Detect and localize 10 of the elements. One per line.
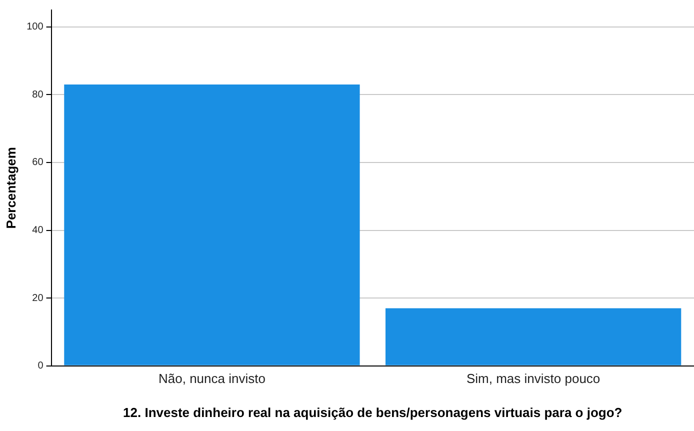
y-axis-title: Percentagem: [3, 147, 18, 229]
y-tick-label: 40: [32, 225, 44, 236]
x-axis-title: 12. Investe dinheiro real na aquisição de bens/personagens virtuais para o jogo?: [123, 404, 622, 420]
y-tick-label: 20: [32, 292, 44, 304]
y-tick-label: 0: [38, 360, 44, 372]
y-tick-label: 100: [26, 22, 44, 33]
y-tick-label: 60: [32, 157, 44, 168]
x-tick-label: Não, nunca invisto: [158, 371, 266, 386]
x-tick-label: Sim, mas invisto pouco: [466, 371, 600, 386]
y-tick-label: 80: [32, 89, 44, 100]
